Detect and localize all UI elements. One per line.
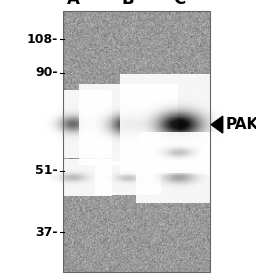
Text: 108-: 108- [26, 33, 58, 46]
Text: 51-: 51- [35, 164, 58, 177]
Text: B: B [122, 0, 134, 8]
Bar [63, 11, 210, 272]
Text: C: C [173, 0, 185, 8]
Text: PAK6: PAK6 [225, 117, 256, 132]
Text: 37-: 37- [35, 226, 58, 239]
Text: 90-: 90- [35, 66, 58, 79]
Polygon shape [211, 116, 223, 133]
Text: A: A [67, 0, 79, 8]
